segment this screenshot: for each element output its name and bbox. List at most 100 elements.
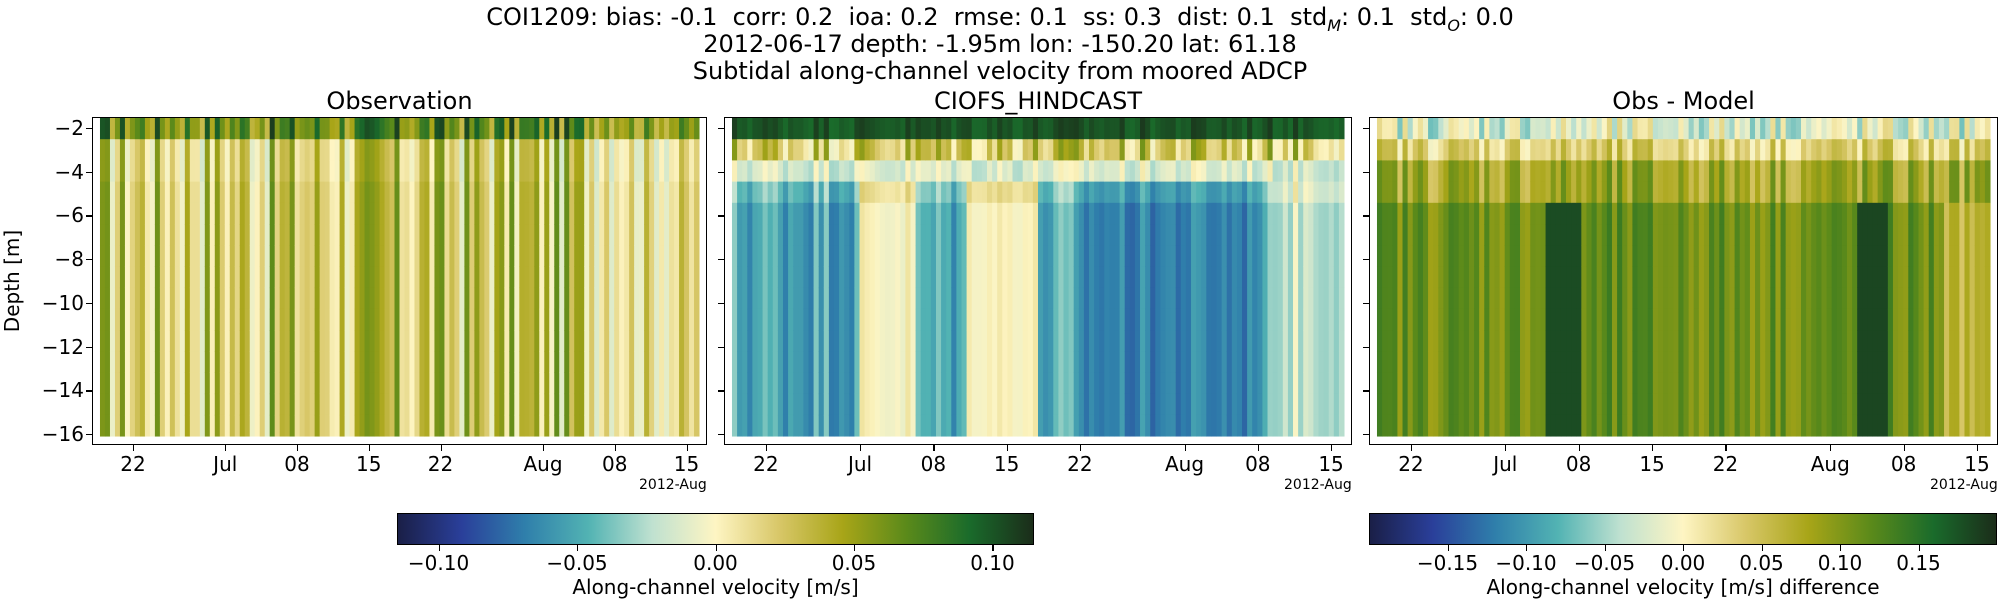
heatmap-cell (1790, 308, 1797, 331)
heatmap-cell (594, 224, 600, 246)
heatmap-cell (920, 393, 927, 416)
heatmap-cell (1581, 414, 1587, 437)
heatmap-cell (494, 287, 500, 310)
heatmap-cell (399, 372, 405, 395)
heatmap-cell (1560, 330, 1567, 352)
heatmap-cell (449, 118, 455, 140)
heatmap-cell (935, 202, 942, 225)
heatmap-cell (803, 414, 809, 437)
heatmap-cell (169, 202, 176, 225)
heatmap-cell (1627, 139, 1633, 161)
heatmap-cell (1402, 139, 1409, 161)
heatmap-cell (1652, 160, 1659, 183)
heatmap-cell (499, 393, 505, 416)
heatmap-cell (1765, 372, 1771, 395)
heatmap-cell (1545, 351, 1552, 373)
heatmap-cell (189, 393, 196, 416)
heatmap-cell (1150, 118, 1156, 140)
heatmap-cell (874, 181, 881, 204)
heatmap-cell (489, 266, 495, 289)
heatmap-cell (1525, 308, 1531, 331)
heatmap-cell (1765, 224, 1771, 246)
heatmap-cell (1816, 287, 1822, 310)
heatmap-cell (574, 139, 580, 161)
heatmap-cell (1175, 351, 1182, 373)
heatmap-cell (1560, 372, 1567, 395)
heatmap-cell (1175, 202, 1182, 225)
heatmap-cell (828, 414, 835, 437)
heatmap-cell (379, 351, 386, 373)
heatmap-cell (1545, 181, 1552, 204)
heatmap-cell (634, 245, 640, 267)
heatmap-cell (399, 181, 405, 204)
heatmap-cell (1795, 181, 1802, 204)
heatmap-cell (757, 372, 764, 395)
heatmap-cell (414, 266, 420, 289)
heatmap-cell (419, 393, 425, 416)
heatmap-cell (124, 308, 131, 331)
heatmap-cell (499, 139, 505, 161)
heatmap-cell (249, 245, 256, 267)
heatmap-cell (449, 181, 455, 204)
heatmap-cell (767, 181, 774, 204)
heatmap-cell (549, 245, 555, 267)
heatmap-cell (1535, 139, 1541, 161)
heatmap-cell (1760, 181, 1766, 204)
heatmap-cell (664, 330, 670, 352)
heatmap-cell (1170, 224, 1177, 246)
heatmap-cell (649, 393, 655, 416)
heatmap-cell (1458, 393, 1465, 416)
heatmap-cell (479, 160, 485, 183)
heatmap-cell (1293, 414, 1299, 437)
heatmap-cell (1298, 287, 1304, 310)
heatmap-cell (915, 393, 922, 416)
heatmap-cell (1729, 181, 1736, 204)
heatmap-cell (1770, 245, 1776, 267)
heatmap-cell (1801, 181, 1807, 204)
heatmap-cell (1749, 245, 1756, 267)
heatmap-cell (1211, 372, 1218, 395)
heatmap-cell (1124, 351, 1131, 373)
heatmap-cell (684, 160, 690, 183)
heatmap-cell (1617, 160, 1623, 183)
heatmap-cell (309, 287, 316, 310)
heatmap-cell (369, 393, 376, 416)
heatmap-cell (1719, 393, 1725, 416)
heatmap-cell (569, 308, 575, 331)
heatmap-cell (1282, 393, 1289, 416)
heatmap-cell (920, 139, 927, 161)
heatmap-cell (539, 287, 545, 310)
heatmap-cell (803, 351, 809, 373)
heatmap-cell (1688, 118, 1695, 140)
heatmap-cell (204, 266, 211, 289)
heatmap-cell (624, 160, 630, 183)
heatmap-cell (839, 181, 845, 204)
heatmap-cell (772, 414, 779, 437)
heatmap-cell (684, 414, 690, 437)
heatmap-cell (604, 266, 610, 289)
heatmap-cell (304, 351, 311, 373)
heatmap-cell (1038, 330, 1044, 352)
heatmap-cell (274, 245, 281, 267)
heatmap-cell (1231, 139, 1238, 161)
heatmap-cell (439, 351, 445, 373)
heatmap-cell (494, 160, 500, 183)
heatmap-cell (119, 287, 126, 310)
heatmap-cell (119, 393, 126, 416)
heatmap-cell (319, 224, 326, 246)
heatmap-cell (614, 393, 620, 416)
heatmap-cell (1180, 414, 1187, 437)
heatmap-cell (489, 202, 495, 225)
heatmap-cell (1591, 118, 1598, 140)
heatmap-cell (981, 308, 988, 331)
heatmap-cell (259, 224, 266, 246)
heatmap-cell (184, 308, 191, 331)
heatmap-cell (269, 414, 276, 437)
heatmap-cell (1433, 202, 1439, 225)
heatmap-cell (1417, 414, 1424, 437)
heatmap-cell (394, 330, 400, 352)
heatmap-cell (389, 351, 396, 373)
heatmap-cell (1688, 245, 1695, 267)
heatmap-cell (1780, 160, 1787, 183)
heatmap-cell (1555, 139, 1562, 161)
